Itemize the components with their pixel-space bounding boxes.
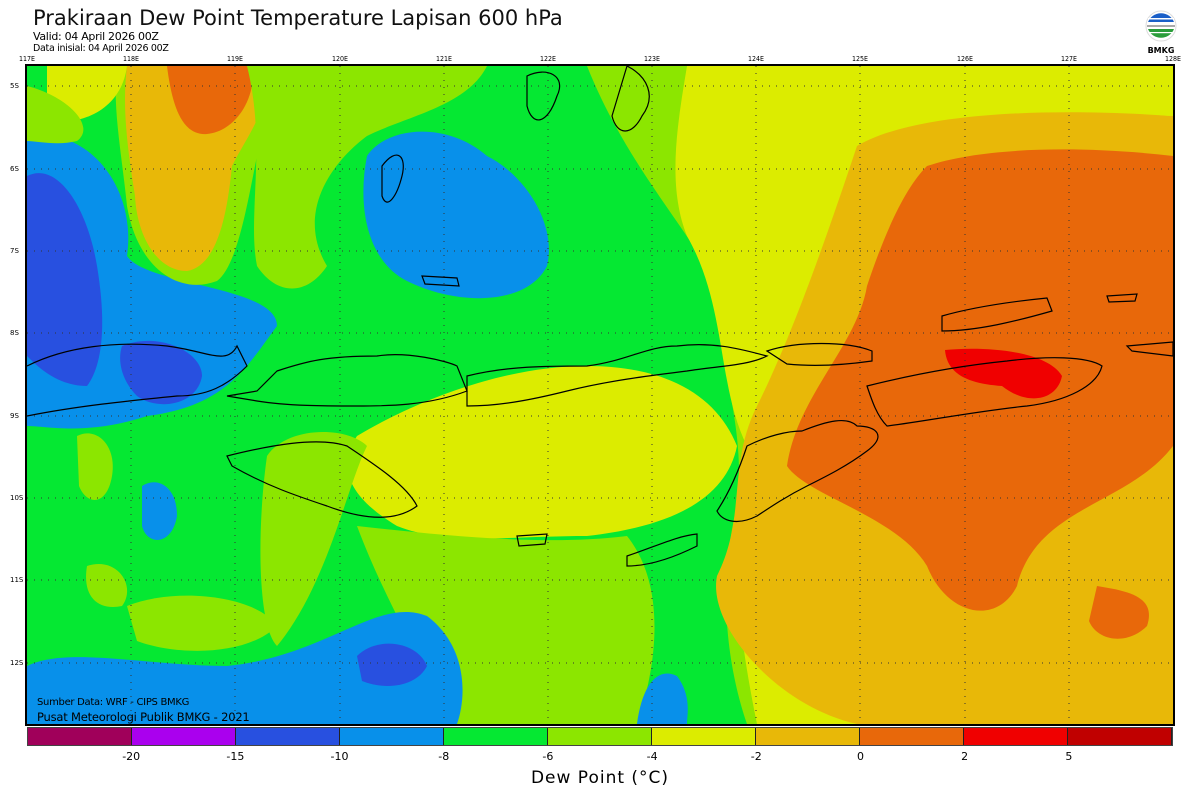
longitude-label: 122E [540,55,556,63]
colorbar-segment [756,728,860,745]
longitude-label: 128E [1165,55,1181,63]
coastlines [26,65,1174,567]
longitude-label: 118E [123,55,139,63]
initial-time: Data inisial: 04 April 2026 00Z [33,43,169,54]
valid-time: Valid: 04 April 2026 00Z [33,30,159,43]
colorbar-tick: -8 [438,750,450,763]
colorbar-segment [652,728,756,745]
colorbar-segment [860,728,964,745]
colorbar-tick: -15 [226,750,245,763]
organization-credit: Pusat Meteorologi Publik BMKG - 2021 [37,710,250,724]
colorbar-segment [444,728,548,745]
colorbar-segment [236,728,340,745]
colorbar-tick: -20 [122,750,141,763]
latitude-label: 11S [10,576,24,584]
data-source: Sumber Data: WRF - CIPS BMKG [37,697,190,708]
colorbar-tick: -4 [646,750,658,763]
colorbar-segment [964,728,1068,745]
longitude-label: 126E [957,55,973,63]
bmkg-logo-icon [1145,10,1177,42]
longitude-label: 123E [644,55,660,63]
colorbar-segment [28,728,132,745]
longitude-label: 121E [436,55,452,63]
bmkg-logo: BMKG [1143,10,1179,55]
longitude-label: 120E [332,55,348,63]
colorbar [27,727,1173,746]
logo-text: BMKG [1147,46,1175,55]
longitude-label: 117E [19,55,35,63]
latitude-label: 10S [10,494,24,502]
colorbar-label: Dew Point (°C) [530,768,670,788]
colorbar-tick: -6 [542,750,554,763]
colorbar-tick: 5 [1065,750,1073,763]
colorbar-segment [132,728,236,745]
latitude-label: 6S [10,165,19,173]
dew-point-map [25,64,1175,726]
latitude-label: 5S [10,82,19,90]
colorbar-segment [1068,728,1172,745]
longitude-label: 119E [227,55,243,63]
colorbar-tick: 0 [856,750,864,763]
latitude-label: 9S [10,412,19,420]
colorbar-tick: -10 [330,750,349,763]
map-title: Prakiraan Dew Point Temperature Lapisan … [33,6,563,30]
colorbar-segment [548,728,652,745]
latitude-label: 12S [10,659,24,667]
colorbar-tick: -2 [750,750,762,763]
latitude-label: 8S [10,329,19,337]
longitude-label: 124E [748,55,764,63]
contour-fill [26,65,1174,724]
colorbar-segment [340,728,444,745]
colorbar-tick: 2 [961,750,969,763]
latitude-label: 7S [10,247,19,255]
longitude-label: 125E [852,55,868,63]
longitude-label: 127E [1061,55,1077,63]
